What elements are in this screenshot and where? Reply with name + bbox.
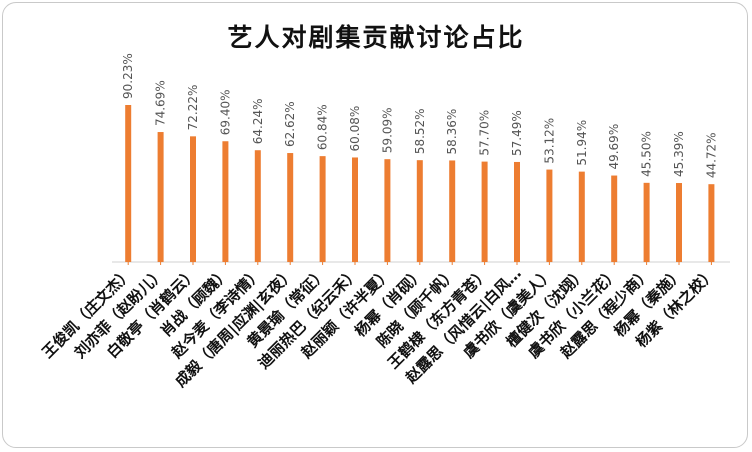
data-label: 74.69% xyxy=(154,80,168,126)
data-label: 44.72% xyxy=(704,132,718,178)
data-label: 64.24% xyxy=(251,98,265,144)
data-label: 58.52% xyxy=(413,108,427,154)
bar xyxy=(287,153,294,262)
data-label: 45.50% xyxy=(640,131,654,177)
bar xyxy=(643,182,650,262)
data-label: 72.22% xyxy=(186,85,200,131)
data-label: 51.94% xyxy=(575,120,589,166)
bar xyxy=(254,150,261,262)
bar xyxy=(157,132,164,262)
data-label: 53.12% xyxy=(542,118,556,164)
data-label: 69.40% xyxy=(218,89,232,135)
bar xyxy=(481,161,488,262)
bar xyxy=(546,169,553,262)
bar xyxy=(578,171,585,262)
bar xyxy=(319,156,326,262)
bar xyxy=(708,184,715,262)
bar xyxy=(125,104,132,262)
bar xyxy=(384,159,391,262)
bar xyxy=(352,157,358,262)
bar xyxy=(222,141,229,262)
bar xyxy=(611,175,618,262)
data-label: 62.62% xyxy=(283,101,297,147)
chart-title: 艺人对剧集贡献讨论占比 xyxy=(227,23,525,52)
data-label: 58.36% xyxy=(445,109,459,155)
bar xyxy=(190,136,196,262)
data-label: 90.23% xyxy=(121,53,135,99)
data-label: 57.49% xyxy=(510,110,524,156)
data-label: 57.70% xyxy=(478,110,492,156)
data-label: 49.69% xyxy=(607,124,621,170)
bar xyxy=(416,160,423,262)
bar xyxy=(514,161,520,262)
bar xyxy=(676,183,682,262)
data-label: 59.09% xyxy=(380,107,394,153)
bar xyxy=(449,160,456,262)
data-label: 60.08% xyxy=(348,106,362,152)
data-label: 60.84% xyxy=(316,104,330,150)
data-label: 45.39% xyxy=(672,131,686,177)
